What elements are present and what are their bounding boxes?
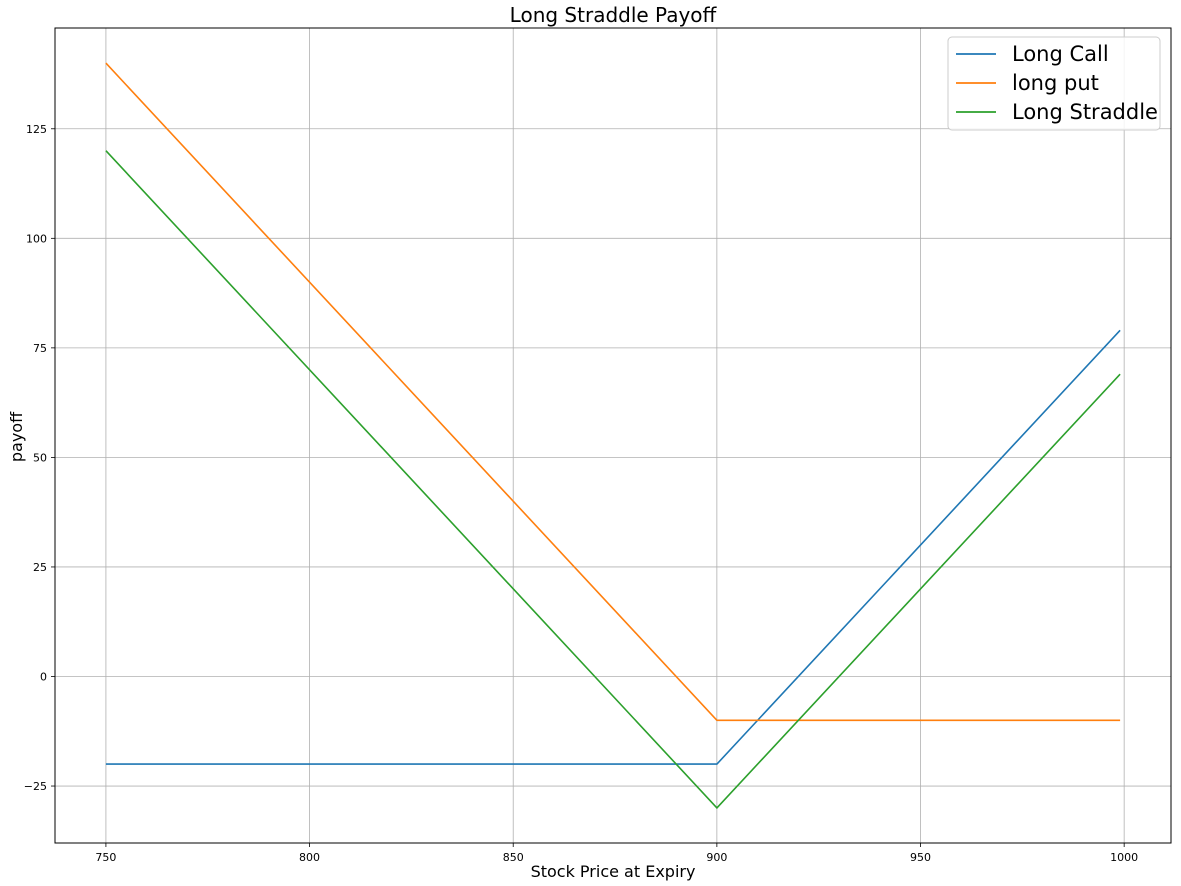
x-tick-label: 950 <box>910 851 931 864</box>
y-tick-label: 0 <box>40 670 47 683</box>
y-tick-label: 100 <box>26 232 47 245</box>
chart-title: Long Straddle Payoff <box>510 3 718 27</box>
x-tick-label: 850 <box>503 851 524 864</box>
series-line-long-put <box>105 62 1121 722</box>
y-tick-label: −25 <box>24 780 47 793</box>
plot-background <box>55 28 1171 843</box>
y-tick-label: 75 <box>33 342 47 355</box>
y-tick-label: 25 <box>33 561 47 574</box>
legend: Long Call long put Long Straddle <box>947 36 1161 131</box>
y-tick-label: 125 <box>26 123 47 136</box>
grid <box>55 28 1171 843</box>
series-lines <box>105 62 1121 810</box>
legend-label-long-straddle: Long Straddle <box>1012 100 1158 124</box>
y-axis-title: payoff <box>7 411 26 462</box>
legend-label-long-put: long put <box>1012 71 1099 95</box>
y-tick-label: 50 <box>33 451 47 464</box>
x-axis-title: Stock Price at Expiry <box>531 862 696 881</box>
series-line-long-call <box>105 329 1121 765</box>
legend-box <box>947 36 1161 131</box>
x-tick-label: 750 <box>95 851 116 864</box>
legend-label-long-call: Long Call <box>1012 42 1109 66</box>
plot-frame <box>54 27 1172 844</box>
x-tick-label: 800 <box>299 851 320 864</box>
x-tick-label: 900 <box>706 851 727 864</box>
x-tick-label: 1000 <box>1110 851 1138 864</box>
ticks: 750 800 850 900 950 1000 −25 0 25 50 75 100 125 <box>24 123 1138 864</box>
series-line-long-straddle <box>105 150 1121 810</box>
